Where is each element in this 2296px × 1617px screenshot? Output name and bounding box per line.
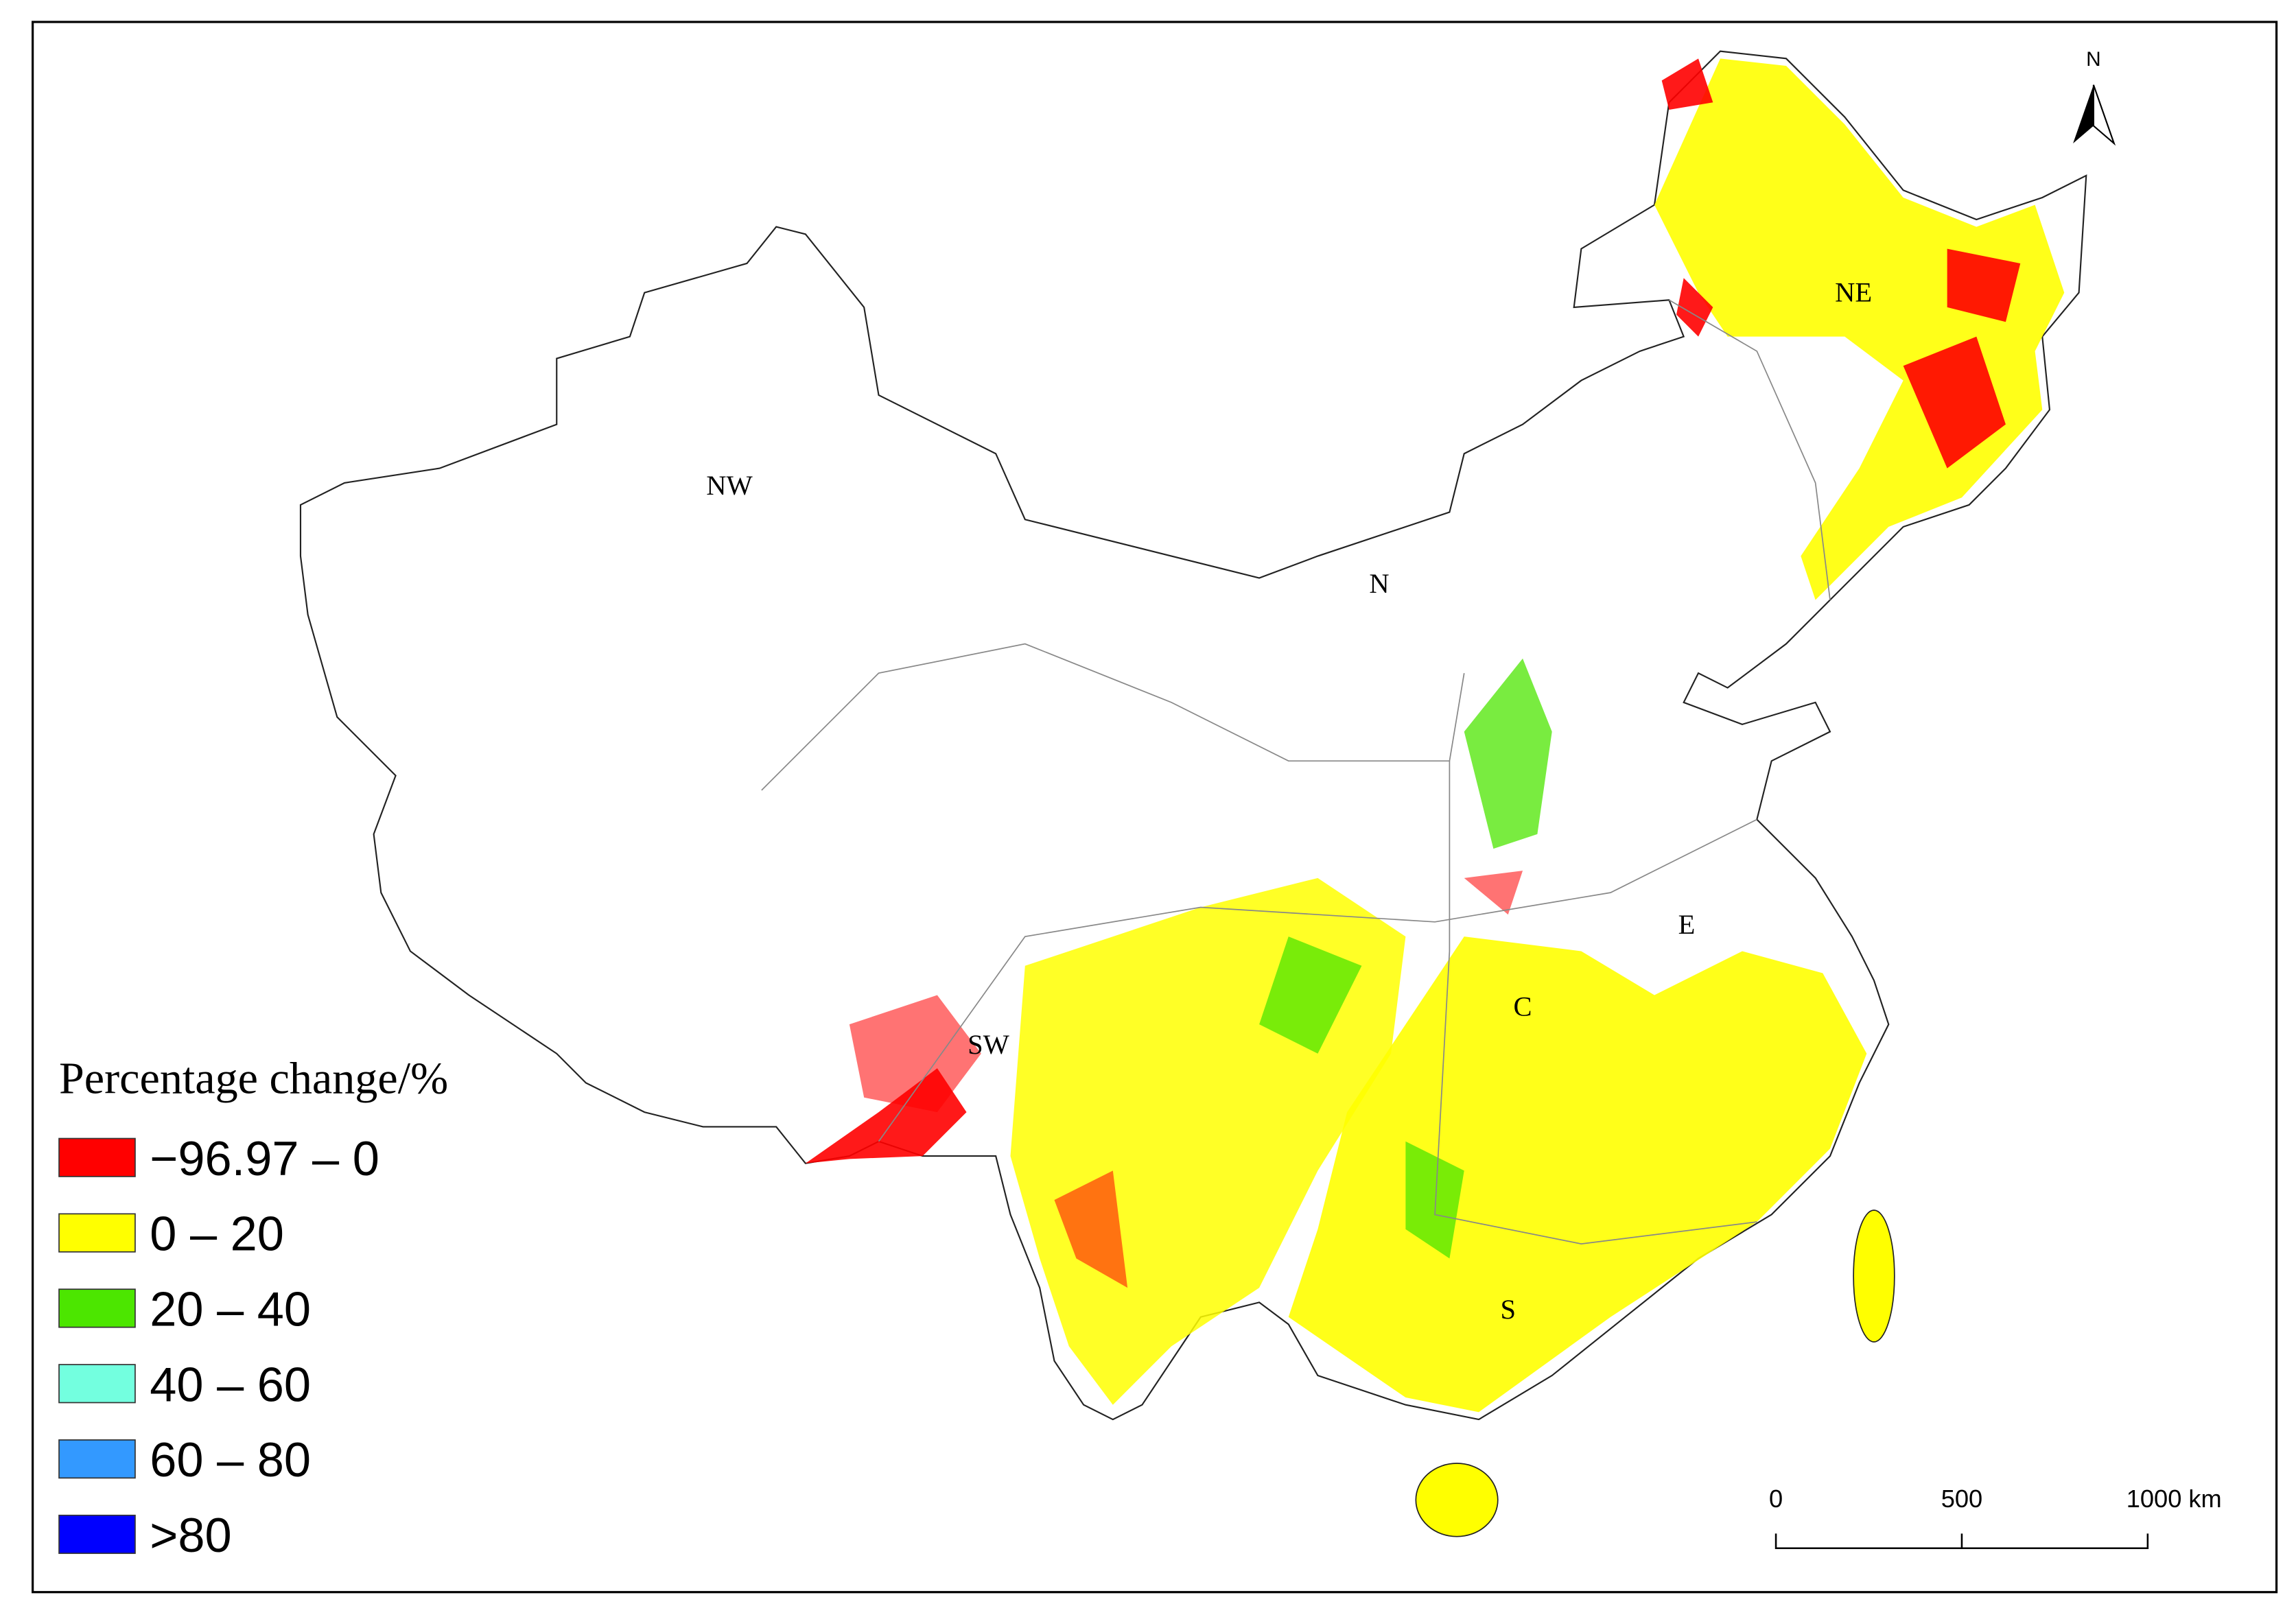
region-label: NW — [706, 470, 753, 501]
taiwan — [1853, 1209, 1895, 1343]
region-label: E — [1678, 909, 1696, 940]
legend-label: 40 – 60 — [150, 1357, 311, 1411]
legend-label: 20 – 40 — [150, 1282, 311, 1336]
scale-label: 1000 km — [2127, 1485, 2222, 1513]
legend-swatch — [58, 1288, 136, 1328]
scale-bar: 0 500 1000 km — [1769, 1485, 2222, 1550]
land — [299, 50, 2087, 1537]
hainan — [1415, 1463, 1499, 1537]
legend-label: >80 — [150, 1508, 231, 1562]
legend-swatch — [58, 1364, 136, 1404]
scale-label: 500 — [1941, 1485, 1982, 1513]
north-arrow: N — [2073, 48, 2116, 146]
region-label: S — [1500, 1294, 1516, 1325]
green-patch — [1259, 658, 1552, 1259]
region-label: C — [1514, 991, 1532, 1022]
region-label: SW — [968, 1029, 1010, 1060]
arrow — [2073, 84, 2094, 144]
legend-swatch — [58, 1213, 136, 1253]
region-label: N — [1369, 568, 1389, 599]
legend-swatch — [58, 1137, 136, 1177]
yellow-patch — [1288, 936, 1867, 1413]
scale-label: 0 — [1769, 1485, 1783, 1513]
region-label: NE — [1835, 276, 1872, 307]
legend-swatch — [58, 1439, 136, 1479]
region-labels: NW N NE SW C E S — [706, 276, 1872, 1324]
north-label: N — [2086, 48, 2101, 71]
yellow-patch — [1654, 58, 2065, 600]
arrow — [2092, 84, 2116, 146]
province-boundary — [878, 818, 1757, 1142]
legend-label: 60 – 80 — [150, 1432, 311, 1487]
legend-title: Percentage change/% — [59, 1053, 448, 1103]
province-boundary — [1434, 761, 1757, 1244]
legend: Percentage change/% −96.97 – 0 0 – 20 20 –… — [58, 1053, 448, 1562]
legend-label: 0 – 20 — [150, 1207, 284, 1261]
province-boundary — [1668, 299, 1831, 600]
legend-swatch — [58, 1514, 136, 1555]
legend-label: −96.97 – 0 — [150, 1131, 379, 1185]
